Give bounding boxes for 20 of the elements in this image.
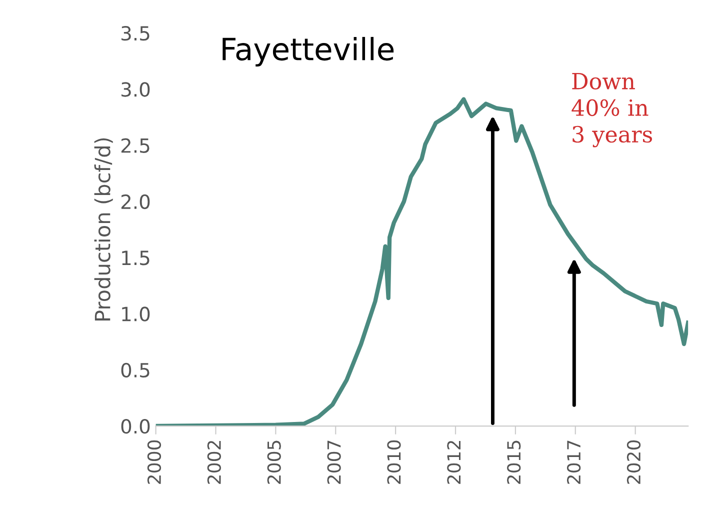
y-tick-label: 1.5 [122,250,150,266]
y-tick-label: 0.0 [121,418,150,434]
x-tick-label: 2010 [387,440,401,484]
x-tick-label: 2002 [207,441,221,484]
x-tick-label: 2012 [447,441,461,484]
chart-title: Fayetteville [222,36,394,67]
x-tick-label: 2007 [327,440,341,484]
x-tick-label: 2017 [566,440,581,484]
y-tick-label: 3.0 [122,82,150,97]
y-tick-label: 1.0 [122,306,150,322]
y-tick-label: 2.0 [121,194,150,210]
x-tick-label: 2000 [147,440,162,484]
y-tick-label: 0.5 [121,362,150,378]
x-tick-label: 2015 [507,440,521,484]
annotation: Down 40% in 3 years [572,72,652,148]
y-axis-title: Production (bcf/d) [94,138,113,320]
y-tick-label: 2.5 [121,138,150,153]
y-tick-label: 3.5 [122,26,150,41]
x-tick-label: 2020 [626,440,641,484]
x-tick-label: 2005 [267,440,281,484]
